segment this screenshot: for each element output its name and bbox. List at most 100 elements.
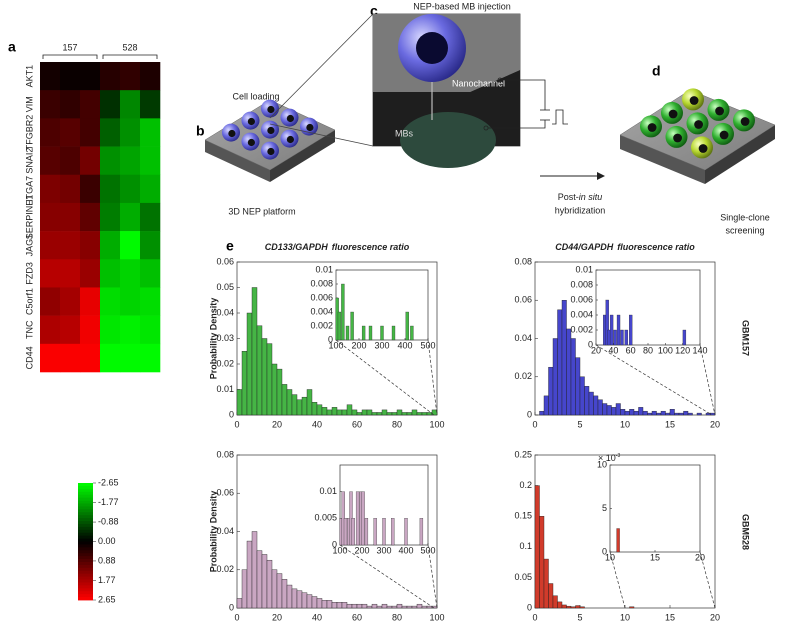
histogram-bar	[286, 389, 293, 416]
colorbar-segment	[78, 523, 93, 528]
x-tick-label: 0	[532, 612, 537, 622]
nucleus	[247, 138, 255, 147]
inset-bar	[605, 299, 609, 346]
histogram-bar	[710, 412, 716, 416]
inset-bar	[345, 325, 350, 341]
inset-bar	[355, 491, 360, 546]
histogram-bar	[566, 605, 572, 609]
colorbar-segment	[78, 547, 93, 551]
heat-cell	[120, 343, 141, 373]
histogram-bar	[301, 592, 308, 609]
heat-cell	[80, 287, 101, 316]
histogram-bar	[615, 403, 621, 416]
x-tick-label: 400	[397, 340, 412, 350]
colorbar-segment	[78, 585, 93, 589]
colorbar-segment	[78, 515, 93, 519]
histogram-bar	[406, 605, 413, 609]
y-tick-label: 0.08	[216, 449, 234, 459]
histogram-bar	[678, 412, 684, 416]
histogram-bar	[629, 409, 635, 416]
histogram-bar	[321, 600, 328, 609]
x-tick-label: 60	[352, 612, 362, 622]
x-tick-label: 200	[351, 340, 366, 350]
x-tick-label: 40	[312, 419, 322, 429]
heat-cell	[100, 259, 121, 288]
platform-side	[620, 135, 705, 184]
y-tick-label: 5	[602, 503, 607, 513]
panel-label: a	[8, 39, 16, 55]
y-tick-label: 0.006	[570, 294, 593, 304]
label-part: Post-	[558, 192, 579, 202]
x-tick-label: 10	[620, 419, 630, 429]
zoom-line	[269, 123, 374, 147]
label: 3D NEP platform	[228, 206, 295, 216]
panel-label: c	[370, 3, 378, 19]
y-tick-label: 0	[527, 409, 532, 419]
heat-cell	[140, 174, 161, 204]
heat-cell	[140, 90, 161, 119]
x-tick-label: 300	[376, 545, 391, 555]
histogram-bar	[341, 602, 348, 609]
histogram-chart: 0 20 40 60 80 10000.010.020.030.040.050.06CD1…	[208, 242, 444, 429]
heat-cell	[120, 174, 141, 204]
histogram-bar	[316, 404, 323, 416]
colorbar-segment	[78, 488, 93, 493]
heat-cell	[80, 146, 101, 176]
gene-label: SERPINE1	[24, 195, 34, 240]
histogram-bar	[391, 605, 398, 609]
inset-guide	[427, 544, 438, 609]
colorbar-segment	[78, 588, 93, 592]
colorbar-segment	[78, 561, 93, 566]
platform-side	[205, 140, 270, 182]
heat-cell	[120, 287, 141, 316]
histogram-bar	[326, 600, 333, 609]
heat-cell	[100, 231, 121, 260]
histogram-bar	[251, 287, 258, 416]
heat-cell	[100, 202, 121, 232]
inset-bar	[350, 311, 354, 341]
y-tick-label: 0.2	[519, 480, 532, 490]
heat-cell	[80, 90, 101, 119]
heat-cell	[80, 315, 101, 345]
y-tick-label: 0.006	[310, 292, 333, 302]
histogram-bar	[647, 412, 653, 416]
histogram-bar	[687, 412, 693, 416]
heat-cell	[120, 118, 141, 147]
label: screening	[725, 225, 764, 235]
histogram-bar	[606, 405, 612, 416]
heat-cell	[140, 343, 161, 373]
zoom-line	[269, 13, 374, 119]
heat-cell	[120, 259, 141, 288]
histogram-bar	[552, 338, 558, 416]
inset-bar	[682, 329, 687, 346]
x-tick-label: 20	[272, 612, 282, 622]
colorbar-label: -1.77	[98, 497, 119, 507]
y-axis-label: Probability Density	[208, 491, 218, 573]
title-gene: CD44/GAPDH	[555, 242, 614, 252]
gene-label: ITGA7	[24, 176, 34, 202]
heat-cell	[140, 146, 161, 176]
y-tick-label: 0.25	[514, 449, 532, 459]
heat-cell	[40, 287, 61, 316]
inset-bar	[624, 329, 628, 346]
heat-cell	[100, 62, 121, 91]
inset-bar	[616, 528, 620, 553]
histogram-bar	[296, 399, 303, 416]
inset-bar	[410, 325, 414, 341]
y-tick-label: 0.05	[514, 572, 532, 582]
colorbar-segment	[78, 512, 93, 516]
histogram-bar	[266, 343, 273, 416]
gene-label: TNC	[24, 320, 34, 339]
histogram-bar	[543, 395, 549, 416]
nucleus	[698, 144, 708, 153]
x-tick-label: 20	[710, 612, 720, 622]
heat-cell	[80, 343, 101, 373]
heat-cell	[40, 90, 61, 119]
inset-bar	[609, 314, 614, 346]
heat-cell	[60, 118, 81, 147]
histogram-bar	[386, 412, 393, 416]
platform-side	[705, 125, 775, 184]
histogram-bar	[611, 407, 617, 416]
histogram-bar	[286, 584, 293, 609]
